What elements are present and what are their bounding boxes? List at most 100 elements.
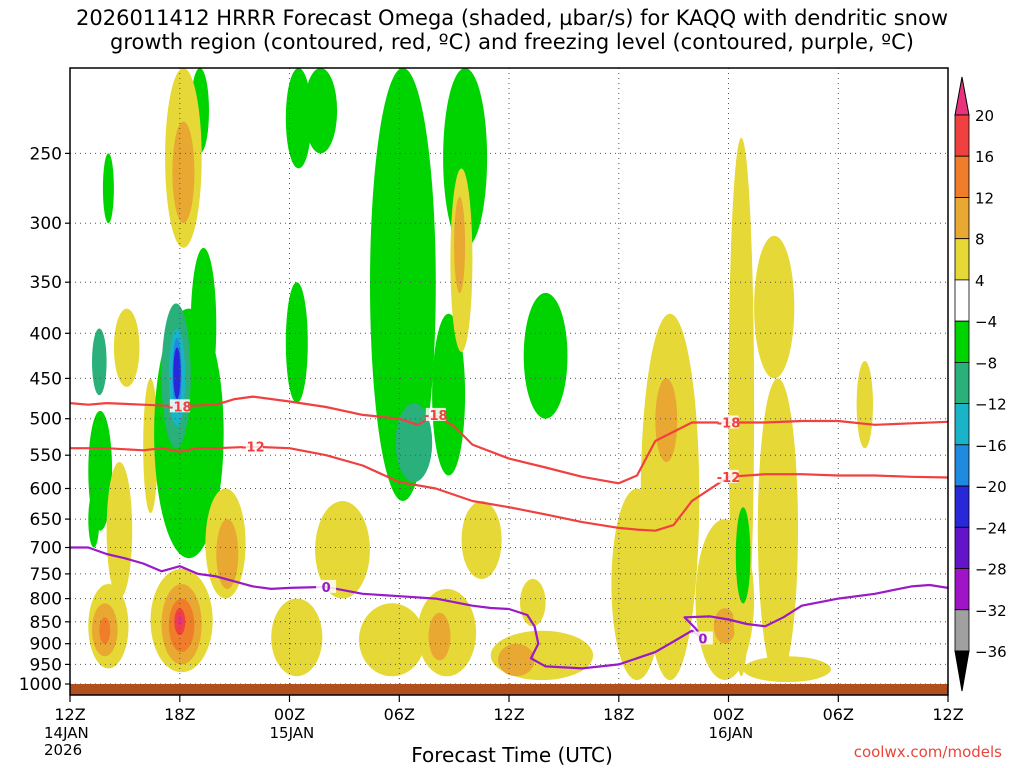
x-date-label-0: 14JAN [44, 724, 89, 742]
omega-region-14 [173, 347, 181, 400]
title-line-1: 2026011412 HRRR Forecast Omega (shaded, … [76, 6, 948, 30]
y-tick-label-550: 550 [30, 446, 62, 466]
contour-lines: -18 -18 -18 -12 -12 0 0 [70, 395, 948, 670]
omega-region-16 [190, 247, 217, 404]
contour-label-0-2: -18 [424, 409, 448, 424]
colorbar-top-arrow [954, 76, 970, 116]
contour-label-bg-0-2 [425, 407, 446, 421]
omega-region-8 [106, 462, 133, 599]
y-tick-label-450: 450 [30, 369, 62, 389]
colorbar-swatch-1 [954, 155, 970, 198]
omega-region-26 [285, 68, 312, 169]
omega-region-25 [216, 519, 239, 589]
y-tick-label-350: 350 [30, 273, 62, 293]
colorbar-bottom-arrow [954, 650, 970, 692]
contour-label-bg-2-1 [692, 631, 713, 645]
omega-region-42 [498, 643, 535, 677]
omega-region-54 [856, 361, 873, 449]
colorbar-swatch-0 [954, 114, 970, 157]
chart-title: 2026011412 HRRR Forecast Omega (shaded, … [0, 6, 1024, 54]
colorbar: 20 16 12 8 4 −4 −8 −12 −16 −20 −24 −28 −32 −36 [954, 76, 1007, 692]
colorbar-swatch-2 [954, 197, 970, 240]
omega-region-46 [640, 313, 700, 681]
y-tick-label-400: 400 [30, 324, 62, 344]
colorbar-label-0: 20 [975, 107, 994, 125]
omega-region-47 [655, 378, 678, 463]
omega-region-51 [735, 507, 751, 604]
omega-region-53 [743, 656, 831, 683]
colorbar-label-9: −20 [975, 478, 1007, 496]
colorbar-label-13: −36 [975, 643, 1007, 661]
contour-label-0-1: -18 [717, 417, 741, 432]
x-tick-label-6: 00Z [713, 705, 744, 724]
y-tick-label-750: 750 [30, 565, 62, 585]
contour-0 [70, 395, 948, 485]
omega-region-30 [315, 501, 370, 599]
colorbar-label-2: 12 [975, 190, 994, 208]
colorbar-label-3: 8 [975, 231, 985, 249]
colorbar-label-11: −28 [975, 561, 1007, 579]
title-line-2: growth region (contoured, red, ºC) and f… [110, 30, 914, 54]
x-tick-label-7: 06Z [823, 705, 854, 724]
colorbar-swatch-5 [954, 320, 970, 363]
x-axis-title: Forecast Time (UTC) [0, 743, 1024, 767]
y-tick-label-1000: 1000 [19, 675, 62, 695]
x-date-label-2: 15JAN [270, 724, 315, 742]
contour-label-1-0: -12 [241, 441, 265, 456]
omega-region-52 [757, 378, 799, 681]
contour-label-bg-1-0 [242, 439, 263, 453]
y-tick-label-950: 950 [30, 655, 62, 675]
omega-region-3 [102, 153, 114, 224]
colorbar-label-4: 4 [975, 272, 985, 290]
site-credit[interactable]: coolwx.com/models [853, 743, 1002, 761]
omega-region-37 [359, 603, 425, 677]
x-tick-label-8: 12Z [932, 705, 963, 724]
x-tick-label-4: 12Z [493, 705, 524, 724]
omega-region-23 [172, 121, 195, 224]
ground-bar [70, 684, 948, 695]
omega-region-1 [92, 328, 107, 396]
colorbar-swatch-12 [954, 609, 970, 652]
omega-region-34 [432, 313, 466, 476]
x-tick-label-1: 18Z [164, 705, 195, 724]
colorbar-swatch-9 [954, 485, 970, 528]
omega-region-27 [304, 68, 338, 154]
colorbar-swatch-6 [954, 361, 970, 404]
colorbar-swatch-4 [954, 279, 970, 322]
contour-label-bg-0-0 [169, 399, 190, 413]
colorbar-swatch-3 [954, 238, 970, 281]
omega-region-55 [754, 235, 795, 379]
y-tick-label-250: 250 [30, 144, 62, 164]
colorbar-label-6: −8 [975, 354, 997, 372]
omega-region-7 [99, 617, 111, 644]
colorbar-label-10: −24 [975, 519, 1007, 537]
y-tick-label-850: 850 [30, 613, 62, 633]
contour-label-bg-2-0 [316, 579, 337, 593]
contour-label-1-1: -12 [717, 471, 741, 486]
x-year-label-0: 2026 [44, 741, 82, 759]
y-tick-label-500: 500 [30, 410, 62, 430]
omega-shading [88, 68, 873, 683]
y-axis: 2503003504004505005506006507007508008509… [19, 144, 70, 695]
omega-region-28 [285, 282, 308, 403]
omega-region-21 [176, 615, 183, 627]
y-tick-label-650: 650 [30, 510, 62, 530]
colorbar-swatch-10 [954, 526, 970, 569]
y-tick-label-900: 900 [30, 635, 62, 655]
x-date-label-6: 16JAN [709, 724, 754, 742]
y-tick-label-800: 800 [30, 590, 62, 610]
colorbar-label-8: −16 [975, 437, 1007, 455]
omega-region-9 [143, 378, 158, 514]
colorbar-label-12: −32 [975, 602, 1007, 620]
colorbar-swatch-7 [954, 403, 970, 446]
x-tick-label-2: 00Z [274, 705, 305, 724]
y-tick-label-600: 600 [30, 480, 62, 500]
colorbar-label-7: −12 [975, 396, 1007, 414]
omega-region-44 [523, 292, 568, 419]
x-tick-label-5: 18Z [603, 705, 634, 724]
omega-region-36 [454, 196, 466, 293]
omega-region-40 [461, 501, 502, 579]
omega-region-39 [428, 612, 451, 661]
